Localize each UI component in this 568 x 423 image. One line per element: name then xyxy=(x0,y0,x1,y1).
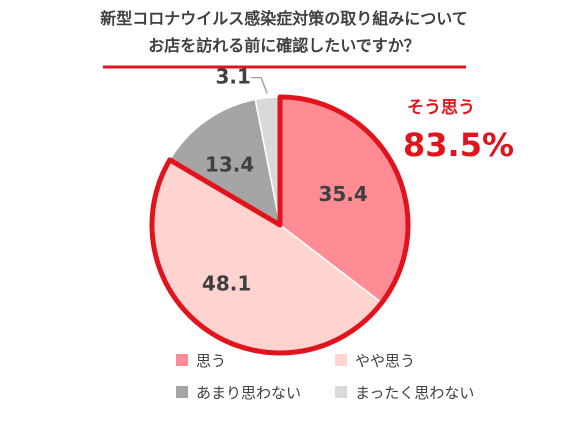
callout-value: 83.5% xyxy=(403,126,514,164)
slice-label-omou: 35.4 xyxy=(318,182,367,206)
legend-label-yaya-omou: やや思う xyxy=(355,352,415,370)
slice-amari-omowanai xyxy=(168,98,282,227)
legend: 思う やや思う あまり思わない まったく思わない xyxy=(176,352,474,402)
legend-swatch-amari-omowanai xyxy=(176,386,188,398)
legend-label-mattaku-omowanai: まったく思わない xyxy=(355,384,474,402)
legend-swatch-omou xyxy=(176,354,188,366)
chart-title-line-2: お店を訪れる前に確認したいですか？ xyxy=(148,36,420,55)
leader-line-slice-4 xyxy=(251,76,268,94)
callout-label: そう思う xyxy=(407,98,475,118)
highlight-outline xyxy=(149,94,411,356)
legend-swatch-yaya-omou xyxy=(335,354,347,366)
slice-label-yaya-omou: 48.1 xyxy=(202,271,251,295)
legend-label-omou: 思う xyxy=(196,352,226,370)
chart-title-line-1: 新型コロナウイルス感染症対策の取り組みについて xyxy=(100,9,468,28)
slice-label-mattaku-omowanai: 3.1 xyxy=(215,65,250,89)
legend-label-amari-omowanai: あまり思わない xyxy=(196,384,301,402)
legend-swatch-mattaku-omowanai xyxy=(335,386,347,398)
slice-label-amari-omowanai: 13.4 xyxy=(205,152,254,176)
